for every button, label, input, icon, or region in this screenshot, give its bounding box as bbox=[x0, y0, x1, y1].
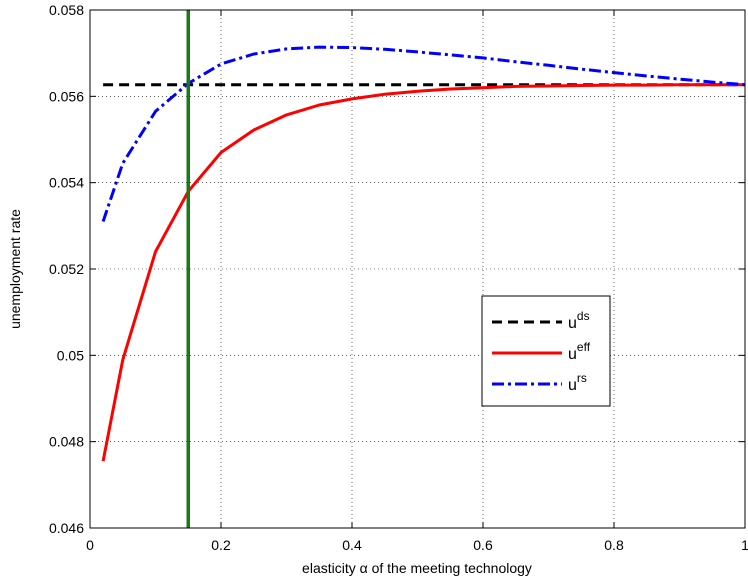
legend-label-eff: ueff bbox=[568, 340, 591, 363]
plot-background bbox=[90, 10, 745, 528]
series-line-rs bbox=[101, 45, 746, 222]
series-line-eff bbox=[101, 83, 745, 462]
x-tick-label: 0 bbox=[86, 537, 94, 553]
y-tick-label: 0.054 bbox=[49, 175, 84, 191]
x-tick-labels: 0 0.2 0.4 0.6 0.8 1 bbox=[86, 537, 748, 553]
x-tick-label: 0.8 bbox=[604, 537, 624, 553]
legend-label-ds: uds bbox=[568, 309, 590, 332]
legend: uds ueff urs bbox=[481, 295, 611, 407]
legend-box bbox=[481, 295, 611, 407]
y-tick-label: 0.056 bbox=[49, 88, 84, 104]
series-lines bbox=[101, 45, 746, 462]
x-axis-label: elasticity α of the meeting technology bbox=[302, 560, 532, 576]
x-tick-label: 0.4 bbox=[342, 537, 362, 553]
y-tick-label: 0.052 bbox=[49, 261, 84, 277]
axis-ticks bbox=[89, 9, 746, 529]
y-tick-label: 0.058 bbox=[49, 2, 84, 18]
y-tick-label: 0.048 bbox=[49, 434, 84, 450]
y-tick-label: 0.05 bbox=[57, 347, 84, 363]
x-tick-label: 0.2 bbox=[211, 537, 231, 553]
y-tick-labels: 0.046 0.048 0.05 0.052 0.054 0.056 0.058 bbox=[49, 2, 84, 536]
legend-label-rs: urs bbox=[568, 371, 587, 394]
x-tick-label: 1 bbox=[741, 537, 748, 553]
y-axis-label: unemployment rate bbox=[7, 209, 23, 329]
x-tick-label: 0.6 bbox=[473, 537, 493, 553]
y-tick-label: 0.046 bbox=[49, 520, 84, 536]
